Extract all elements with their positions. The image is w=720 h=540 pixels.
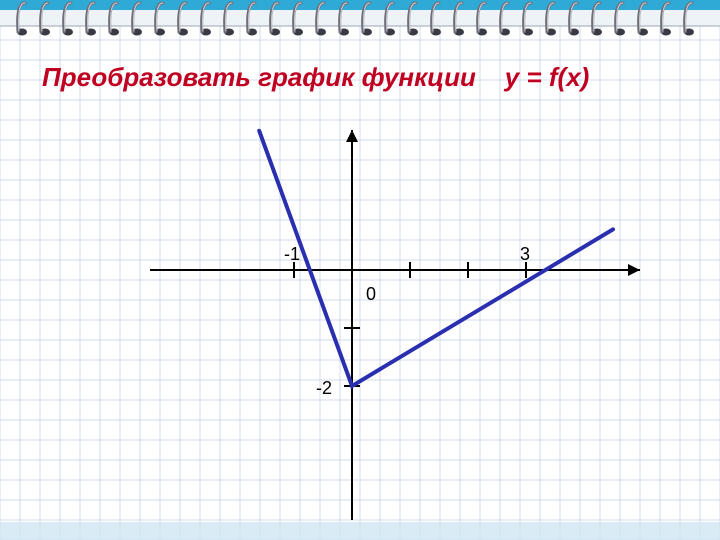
axis-label: 0 (366, 284, 376, 304)
axis-label: -1 (284, 244, 300, 264)
chart: -1 3 0 -2 (0, 0, 720, 540)
axis-label: 3 (520, 244, 530, 264)
axis-label: -2 (316, 378, 332, 398)
page-root: Преобразовать график функции y = f(x) -1… (0, 0, 720, 540)
